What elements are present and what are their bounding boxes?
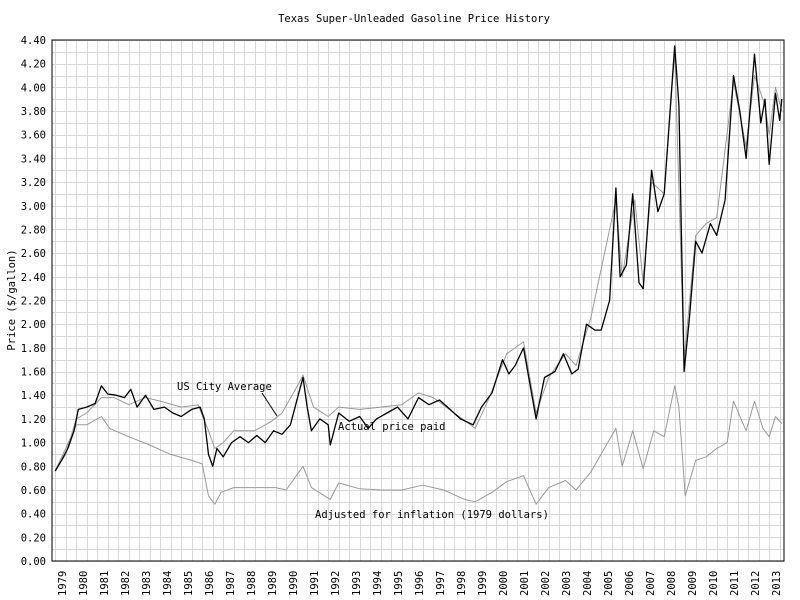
x-tick-label: 1998 <box>456 571 468 596</box>
y-tick-label: 1.00 <box>21 438 46 450</box>
x-tick-label: 2008 <box>666 571 678 596</box>
x-tick-label: 1984 <box>162 571 174 596</box>
x-tick-label: 1994 <box>372 571 384 596</box>
x-tick-label: 1992 <box>330 571 342 596</box>
annotation-us-city-average: US City Average <box>177 381 272 393</box>
y-tick-label: 3.20 <box>21 177 46 189</box>
x-tick-label: 2005 <box>603 571 615 596</box>
y-tick-label: 0.80 <box>21 461 46 473</box>
x-tick-label: 2003 <box>561 571 573 596</box>
annotation-inflation-adjusted: Adjusted for inflation (1979 dollars) <box>315 509 549 521</box>
plot-frame <box>51 39 785 562</box>
y-axis-label: Price ($/gallon) <box>6 249 18 350</box>
chart-title: Texas Super-Unleaded Gasoline Price Hist… <box>278 13 550 25</box>
y-tick-label: 3.40 <box>21 153 46 165</box>
x-tick-label: 1983 <box>141 571 153 596</box>
x-tick-labels: 1979 1980 1981 1982 1983 1984 1985 1986 1987 1988… <box>57 571 783 596</box>
x-tick-label: 1991 <box>309 571 321 596</box>
x-tick-label: 2004 <box>582 571 594 596</box>
x-tick-label: 1996 <box>414 571 426 596</box>
x-tick-label: 2012 <box>750 571 762 596</box>
y-tick-label: 0.40 <box>21 509 46 521</box>
y-tick-labels: 0.00 0.20 0.40 0.60 0.80 1.00 1.20 1.40 1.60 1.80… <box>21 35 46 568</box>
grid <box>52 40 784 562</box>
y-tick-label: 2.20 <box>21 296 46 308</box>
y-tick-label: 4.20 <box>21 59 46 71</box>
y-tick-label: 2.00 <box>21 319 46 331</box>
x-tick-label: 1979 <box>57 571 69 596</box>
x-tick-label: 2009 <box>687 571 699 596</box>
y-tick-label: 0.60 <box>21 485 46 497</box>
x-tick-label: 2001 <box>519 571 531 596</box>
x-tick-label: 1999 <box>477 571 489 596</box>
y-tick-label: 2.40 <box>21 272 46 284</box>
x-tick-label: 2011 <box>729 571 741 596</box>
y-tick-label: 2.80 <box>21 224 46 236</box>
x-tick-label: 2007 <box>645 571 657 596</box>
x-tick-label: 1989 <box>267 571 279 596</box>
x-tick-label: 1990 <box>288 571 300 596</box>
x-tick-label: 2000 <box>498 571 510 596</box>
x-tick-label: 1995 <box>393 571 405 596</box>
x-tick-label: 1981 <box>99 571 111 596</box>
y-tick-label: 3.00 <box>21 201 46 213</box>
x-tick-label: 1988 <box>246 571 258 596</box>
x-tick-label: 1986 <box>204 571 216 596</box>
x-tick-label: 1980 <box>78 571 90 596</box>
y-tick-label: 3.60 <box>21 130 46 142</box>
annotation-leader-line <box>261 392 278 417</box>
inflation-adjusted-line <box>54 385 783 505</box>
y-tick-label: 3.80 <box>21 106 46 118</box>
y-tick-label: 2.60 <box>21 248 46 260</box>
y-tick-label: 1.80 <box>21 343 46 355</box>
series-lines <box>54 45 783 505</box>
x-tick-label: 2010 <box>708 571 720 596</box>
y-tick-label: 4.40 <box>21 35 46 47</box>
actual-price-line <box>54 45 783 472</box>
y-tick-label: 0.20 <box>21 532 46 544</box>
x-tick-label: 1985 <box>183 571 195 596</box>
y-tick-label: 1.40 <box>21 390 46 402</box>
x-tick-label: 2013 <box>771 571 783 596</box>
x-tick-label: 1987 <box>225 571 237 596</box>
y-tick-label: 1.60 <box>21 367 46 379</box>
x-tick-label: 1982 <box>120 571 132 596</box>
x-tick-label: 1993 <box>351 571 363 596</box>
us-city-average-line <box>54 51 783 472</box>
x-tick-label: 2002 <box>540 571 552 596</box>
annotation-actual-price: Actual price paid <box>338 421 445 433</box>
x-tick-label: 1997 <box>435 571 447 596</box>
y-tick-label: 0.00 <box>21 556 46 568</box>
y-tick-label: 1.20 <box>21 414 46 426</box>
x-tick-label: 2006 <box>624 571 636 596</box>
y-tick-label: 4.00 <box>21 82 46 94</box>
